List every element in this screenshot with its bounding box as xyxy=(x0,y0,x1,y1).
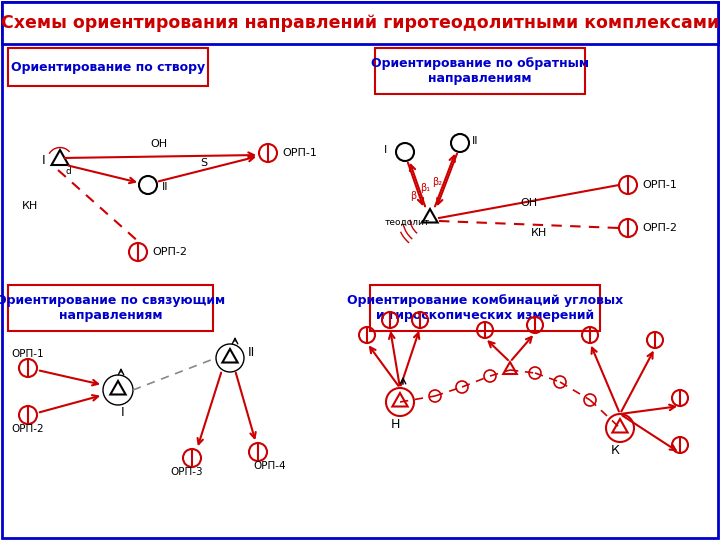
Text: ОРП-2: ОРП-2 xyxy=(12,424,45,434)
Bar xyxy=(370,285,600,331)
Bar xyxy=(375,48,585,94)
Text: ОРП-1: ОРП-1 xyxy=(282,148,317,158)
Bar xyxy=(2,2,718,44)
Text: КН: КН xyxy=(22,201,38,211)
Bar xyxy=(8,48,208,86)
Text: ОРП-4: ОРП-4 xyxy=(253,461,287,471)
Text: Ориентирование комбинаций угловых
и гироскопических измерений: Ориентирование комбинаций угловых и гиро… xyxy=(347,294,623,322)
Text: β₁: β₁ xyxy=(420,183,430,193)
Text: β: β xyxy=(410,191,416,201)
Text: ОРП-1: ОРП-1 xyxy=(642,180,677,190)
Text: Ориентирование по обратным
направлениям: Ориентирование по обратным направлениям xyxy=(371,57,589,85)
Text: II: II xyxy=(248,347,256,360)
Text: I: I xyxy=(384,145,387,155)
Text: ОН: ОН xyxy=(521,198,538,208)
Text: II: II xyxy=(472,136,479,146)
Text: Н: Н xyxy=(390,417,400,430)
Text: Ориентирование по створу: Ориентирование по створу xyxy=(11,60,205,73)
Bar xyxy=(8,285,213,331)
Text: S: S xyxy=(200,158,207,168)
Text: Схемы ориентирования направлений гиротеодолитными комплексами: Схемы ориентирования направлений гиротео… xyxy=(1,14,719,32)
Text: К: К xyxy=(611,443,619,456)
Text: I: I xyxy=(42,153,45,166)
Text: ОРП-1: ОРП-1 xyxy=(12,349,45,359)
Text: ОРП-3: ОРП-3 xyxy=(171,467,203,477)
Text: ОРП-2: ОРП-2 xyxy=(152,247,187,257)
Text: КН: КН xyxy=(531,228,547,238)
Text: ОН: ОН xyxy=(150,139,168,149)
Text: ОРП-2: ОРП-2 xyxy=(642,223,677,233)
Text: теодолит: теодолит xyxy=(385,218,431,226)
Text: β₂: β₂ xyxy=(432,177,442,187)
Text: Ориентирование по связующим
направлениям: Ориентирование по связующим направлениям xyxy=(0,294,225,322)
Text: II: II xyxy=(162,182,168,192)
Text: d: d xyxy=(65,167,71,177)
Text: I: I xyxy=(121,406,125,419)
